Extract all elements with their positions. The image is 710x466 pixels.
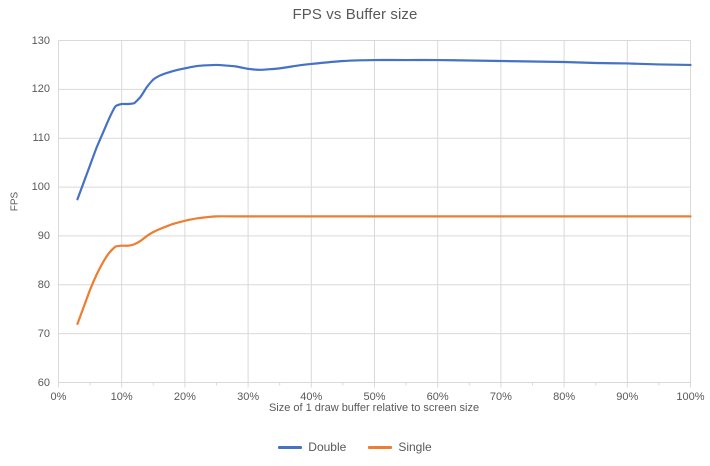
legend-entry-single[interactable]: Single (368, 440, 432, 454)
y-tick-label: 110 (32, 132, 50, 145)
x-tick-label: 0% (50, 390, 67, 403)
y-tick-label: 60 (37, 376, 50, 389)
y-tick-label: 100 (31, 181, 50, 194)
chart-legend: Double Single (0, 440, 710, 454)
series-line-double (76, 58, 692, 201)
legend-label: Double (308, 440, 347, 454)
y-tick-label: 70 (37, 327, 50, 340)
y-tick-label: 80 (37, 278, 50, 291)
series-line-single (76, 215, 692, 325)
x-tick-label: 50% (363, 390, 386, 403)
x-tick-label: 100% (676, 390, 705, 403)
x-axis-title: Size of 1 draw buffer relative to screen… (268, 402, 480, 414)
x-tick-label: 10% (110, 390, 133, 403)
y-tick-label: 90 (37, 229, 50, 242)
x-tick-label: 30% (237, 390, 260, 403)
x-tick-label: 20% (173, 390, 196, 403)
legend-swatch-icon (368, 445, 393, 449)
data-series (76, 58, 692, 325)
legend-entry-double[interactable]: Double (278, 440, 346, 454)
x-tick-label: 70% (489, 390, 512, 403)
x-tick-label: 40% (300, 390, 323, 403)
legend-label: Single (398, 440, 432, 454)
axis-ticks (58, 382, 691, 388)
x-tick-label: 90% (616, 390, 639, 403)
grid-lines (58, 40, 691, 383)
x-tick-label: 60% (426, 390, 449, 403)
y-tick-label: 130 (31, 34, 50, 47)
legend-swatch-icon (278, 445, 303, 449)
x-tick-label: 80% (553, 390, 576, 403)
y-tick-label: 120 (31, 83, 50, 96)
chart-title: FPS vs Buffer size (292, 6, 418, 23)
